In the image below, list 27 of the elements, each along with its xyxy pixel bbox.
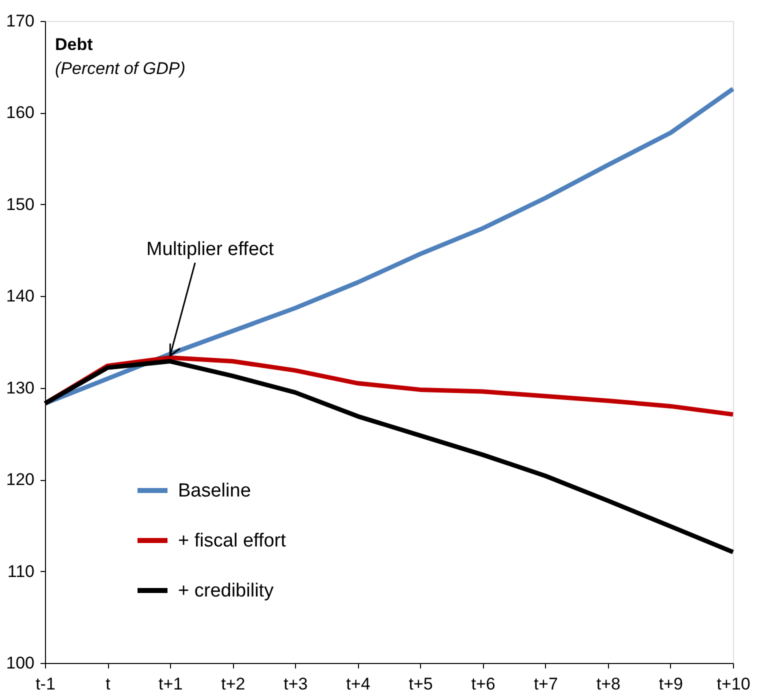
annotation: Multiplier effect	[146, 238, 275, 260]
y-tick-label: 130	[6, 378, 34, 398]
y-tick-label: 150	[6, 194, 34, 214]
line-series	[42, 86, 736, 406]
x-tick-label: t+1	[158, 674, 183, 694]
text: Debt	[55, 35, 94, 54]
x-tick-label: t-1	[36, 674, 56, 694]
x-tick-label: t+4	[346, 674, 370, 694]
y-tick-label: 170	[6, 12, 34, 30]
x-tick-label: t+6	[471, 674, 496, 694]
x-tick-label: t+2	[221, 674, 246, 694]
x-tick-label: t+8	[596, 674, 620, 694]
legend-label: Baseline	[178, 480, 251, 502]
text: (Percent of GDP)	[55, 59, 186, 78]
y-tick-label: 120	[6, 470, 34, 490]
x-tick-label: t+9	[658, 674, 684, 694]
x-tick-label: t+3	[284, 674, 308, 694]
y-tick-label: 140	[6, 286, 34, 306]
y-tick-label: 160	[6, 103, 34, 122]
y-tick-label: 110	[7, 562, 34, 581]
x-tick-label: t+7	[534, 674, 558, 694]
y-tick-label: 100	[6, 654, 34, 672]
legend-label: + fiscal effort	[178, 530, 287, 552]
x-tick-label: t+5	[408, 674, 433, 694]
x-tick-label: t	[106, 674, 111, 694]
x-tick-label: t+10	[716, 674, 750, 694]
legend-label: + credibility	[178, 580, 274, 602]
